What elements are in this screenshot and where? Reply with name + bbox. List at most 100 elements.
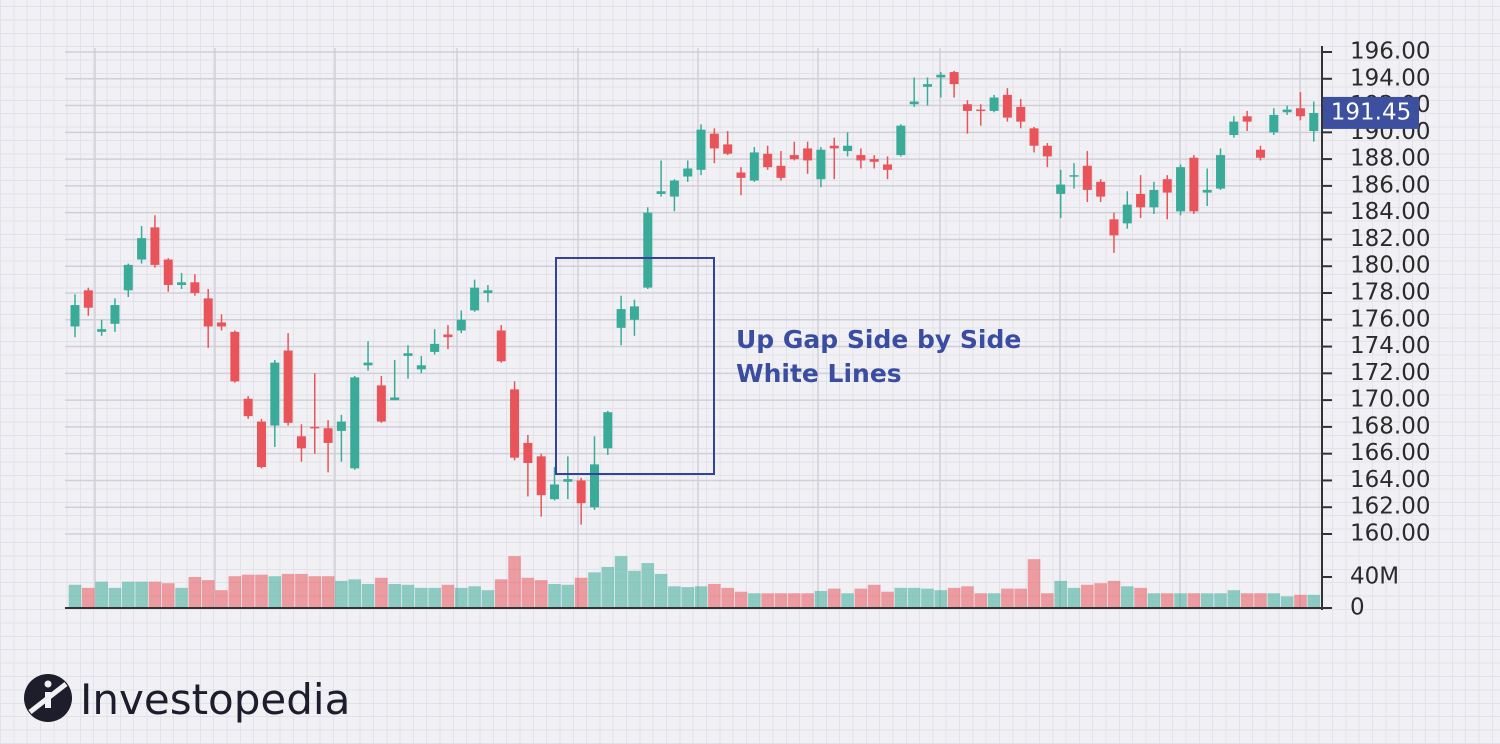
volume-bar [135,581,148,608]
candle-body [856,155,866,161]
candle-body [936,74,946,78]
candle-body [1109,219,1119,236]
candle-body [1309,112,1319,131]
volume-bar [588,572,601,608]
volume-bar [1067,587,1081,608]
volume-bar [494,579,508,608]
annotation-line: White Lines [736,359,902,388]
y-tick-label: 180.00 [1350,253,1430,279]
candle-body [550,484,560,500]
volume-bar [295,573,308,608]
volume-bar [814,590,828,608]
volume-bar [241,574,255,608]
candle-body [1176,167,1186,212]
logo-i [45,692,51,708]
volume-bar [68,584,82,608]
candle-body [363,362,373,366]
candle-body [217,322,227,327]
candle-body [949,72,959,85]
volume-bar [1240,593,1254,608]
candle-body [603,412,613,449]
candle-body [576,480,586,504]
y-tick-label: 162.00 [1350,494,1430,520]
volume-bar [428,587,441,608]
volume-bar [454,587,468,608]
candle-body [110,305,120,324]
candle-body [629,306,639,320]
candle-body [696,129,706,170]
volume-bar [95,581,108,608]
candle-body [989,97,999,111]
y-tick-label: 194.00 [1350,65,1430,91]
candle-body [896,125,906,156]
volume-bar [628,570,641,608]
candle-body [1136,193,1146,208]
y-tick-label: 184.00 [1350,199,1430,225]
candle-body [496,330,506,362]
candle-body [589,464,599,508]
volume-bar [1027,559,1041,608]
candle-body [776,165,786,178]
volume-bar [1001,588,1014,608]
volume-bar [1054,580,1067,608]
candle-body [1216,155,1226,189]
candle-body [70,305,80,327]
candle-body [829,145,839,149]
volume-bar [854,588,868,608]
volume-bar [161,583,175,608]
volume-bar [761,593,774,608]
volume-bar [601,566,615,608]
volume-bar [361,583,375,608]
candle-body [869,159,879,162]
volume-bar [894,587,908,608]
candle-body [310,426,320,429]
volume-bar [734,591,748,608]
y-tick-label: 170.00 [1350,387,1430,413]
candle-body [709,133,719,149]
y-tick-label: 186.00 [1350,172,1430,198]
y-tick-label: 178.00 [1350,280,1430,306]
volume-bar [801,593,814,608]
candle-body [843,145,853,152]
last-price-label: 191.45 [1331,99,1411,125]
candle-body [1295,108,1305,117]
volume-bar [974,593,988,608]
volume-bar [921,588,934,608]
volume-bar [1200,593,1214,608]
candle-body [616,309,626,328]
candle-body [976,109,986,112]
volume-bar [561,584,575,608]
volume-bar [1294,594,1307,608]
volume-bar [721,587,734,608]
grid [65,48,1322,608]
y-tick-label: 182.00 [1350,226,1430,252]
volume-bar [668,586,681,608]
volume-bar [441,584,455,608]
plot [68,70,1321,608]
candle-body [523,442,533,464]
volume-bar [388,583,401,608]
candle-body [883,164,893,170]
candle-body [243,398,253,417]
candle-body [137,238,147,260]
candle-body [1269,114,1279,133]
volume-bar [947,587,961,608]
volume-bar [348,579,362,608]
volume-bar [748,593,761,608]
logo-dot [44,680,52,688]
logo [24,674,72,722]
annotation-box [555,257,715,475]
y-tick-label: 172.00 [1350,360,1430,386]
candle-body [403,353,413,356]
candle-body [1162,179,1172,193]
candle-body [230,331,240,382]
y-tick-label: 166.00 [1350,440,1430,466]
candle-body [1096,181,1106,197]
candle-body [390,397,400,401]
candle-body [1282,109,1292,113]
y-tick-label: 196.00 [1350,39,1430,65]
candle-body [1082,165,1092,190]
volume-bar [1214,593,1227,608]
candle-body [1029,128,1039,146]
